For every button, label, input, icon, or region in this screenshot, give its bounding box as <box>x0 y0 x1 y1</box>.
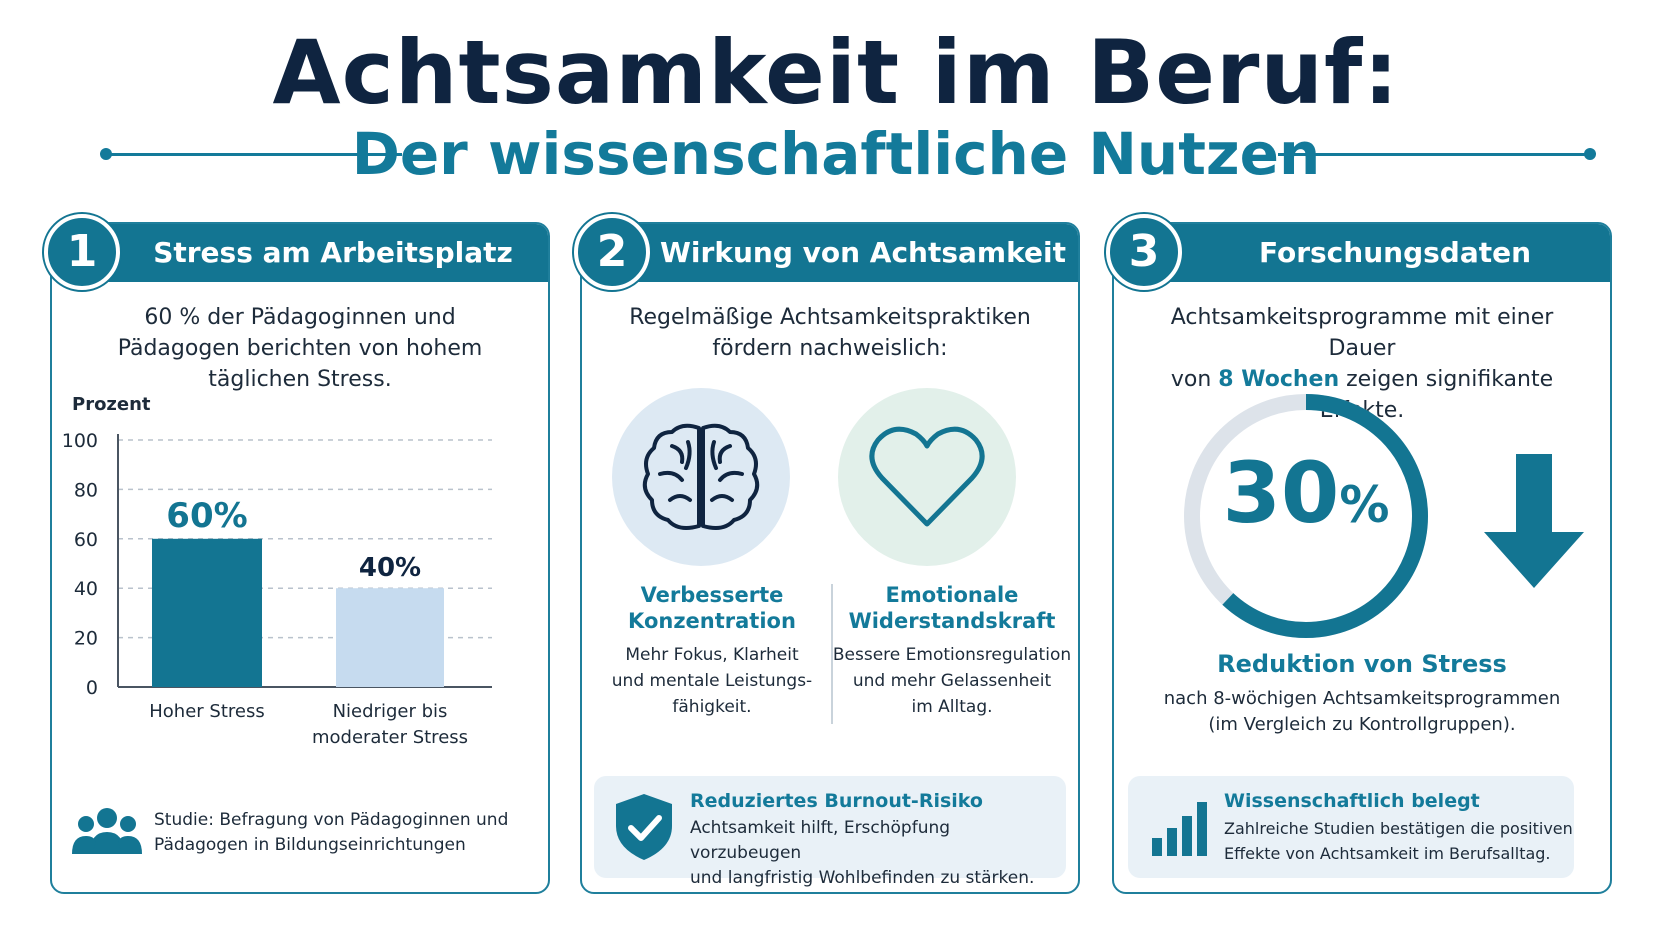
heart-icon <box>869 426 985 527</box>
brain-icon-circle <box>612 388 790 566</box>
panel-header: Wirkung von Achtsamkeit <box>608 224 1078 282</box>
decorative-line-left <box>106 153 402 156</box>
chart-ylabel: Prozent <box>72 394 151 415</box>
progress-ring-fill <box>1184 394 1428 638</box>
y-tick-label: 40 <box>74 578 98 600</box>
reduction-text-line: (im Vergleich zu Kontrollgruppen). <box>1208 714 1516 735</box>
info-box-title: Wissenschaftlich belegt <box>1224 790 1480 812</box>
panel-title: Stress am Arbeitsplatz <box>153 236 513 269</box>
shield-check-icon <box>616 794 672 860</box>
feature-title-concentration: Verbesserte Konzentration <box>592 582 832 634</box>
study-text-line: Studie: Befragung von Pädagoginnen und <box>154 810 509 830</box>
burnout-info-box: Reduziertes Burnout-Risiko Achtsamkeit h… <box>594 776 1066 888</box>
bar <box>152 538 262 687</box>
info-box-text-line: Zahlreiche Studien bestätigen die positi… <box>1224 819 1573 838</box>
feature-title-line: Verbesserte <box>640 583 784 607</box>
feature-title-line: Emotionale <box>885 583 1019 607</box>
y-tick-label: 80 <box>74 479 98 501</box>
intro-line: fördern nachweislich: <box>712 336 948 361</box>
reduction-title: Reduktion von Stress <box>1217 650 1507 678</box>
panel-intro-text: 60 % der Pädagoginnen und Pädagogen beri… <box>117 305 483 392</box>
y-tick-label: 0 <box>86 677 98 699</box>
bar-chart: 0 20 40 60 80 100 60% Hoher Stress 40% Niedriger … <box>62 430 492 748</box>
panel-number-badge: 3 <box>1106 214 1182 290</box>
heart-icon-circle <box>838 388 1016 566</box>
intro-text-part: von <box>1170 367 1219 392</box>
study-text-line: Pädagogen in Bildungseinrichtungen <box>154 835 466 855</box>
page-subtitle: Der wissenschaftliche Nutzen <box>351 120 1321 188</box>
reduction-text-line: nach 8-wöchigen Achtsamkeitsprogrammen <box>1163 688 1561 709</box>
intro-highlight: 8 Wochen <box>1218 367 1340 392</box>
decorative-dot-right <box>1584 148 1596 160</box>
feature-text-line: im Alltag. <box>911 697 993 717</box>
panel-number-badge: 2 <box>574 214 650 290</box>
evidence-info-box: Wissenschaftlich belegt Zahlreiche Studi… <box>1128 776 1574 878</box>
percent-number: 30 <box>1222 444 1340 542</box>
y-tick-label: 60 <box>74 529 98 551</box>
bar-value-label: 60% <box>166 496 247 536</box>
feature-text-resilience: Bessere Emotionsregulation und mehr Gela… <box>832 642 1072 720</box>
people-group-icon <box>72 808 142 854</box>
panel-header: Stress am Arbeitsplatz <box>78 224 548 282</box>
x-tick-label: Hoher Stress <box>149 701 264 722</box>
feature-title-line: Widerstandskraft <box>848 609 1056 633</box>
panel-research: Forschungsdaten 3 Achtsamkeitsprogramme … <box>1106 214 1612 894</box>
intro-line: Achtsamkeitsprogramme mit einer Dauer <box>1170 305 1554 361</box>
page-title: Achtsamkeit im Beruf: <box>272 21 1400 124</box>
arrow-down-icon <box>1484 454 1584 588</box>
info-box-text: Zahlreiche Studien bestätigen die positi… <box>1224 816 1573 866</box>
bar-value-label: 40% <box>359 553 421 583</box>
feature-title-line: Konzentration <box>628 609 796 633</box>
reduction-text: nach 8-wöchigen Achtsamkeitsprogrammen (… <box>1114 686 1610 738</box>
feature-text-line: fähigkeit. <box>672 697 752 717</box>
stress-reduction-value: 30% <box>1206 444 1406 542</box>
brain-icon <box>642 423 760 530</box>
panel-stress: Stress am Arbeitsplatz 1 60 % der Pädago… <box>44 214 550 894</box>
intro-line: Regelmäßige Achtsamkeitspraktiken <box>629 305 1031 330</box>
progress-ring <box>1184 394 1428 638</box>
feature-text-line: Mehr Fokus, Klarheit <box>625 645 799 665</box>
study-text: Studie: Befragung von Pädagoginnen und P… <box>154 808 508 858</box>
x-tick-label: moderater Stress <box>312 727 468 748</box>
bar-chart-icon <box>1152 802 1207 856</box>
panel-intro-text: Regelmäßige Achtsamkeitspraktiken förder… <box>602 302 1058 364</box>
panel-title: Wirkung von Achtsamkeit <box>660 236 1066 269</box>
feature-text-line: Bessere Emotionsregulation <box>832 645 1072 665</box>
feature-divider <box>831 584 833 724</box>
info-box-text-line: und langfristig Wohlbefinden zu stärken. <box>690 868 1035 888</box>
info-box-text-line: Effekte von Achtsamkeit im Berufsalltag. <box>1224 844 1551 863</box>
info-box-title: Reduziertes Burnout-Risiko <box>690 790 983 812</box>
panel-header: Forschungsdaten <box>1140 224 1610 282</box>
panel-number-badge: 1 <box>44 214 120 290</box>
x-tick-label: Niedriger bis <box>333 701 448 722</box>
bar <box>336 588 444 687</box>
percent-sign: % <box>1339 476 1390 534</box>
decorative-line-right <box>1278 153 1590 156</box>
panel-intro-text: Achtsamkeitsprogramme mit einer Dauer vo… <box>1134 302 1590 426</box>
y-tick-label: 20 <box>74 628 98 650</box>
subtitle-row: Der wissenschaftliche Nutzen <box>0 116 1672 192</box>
feature-text-line: und mehr Gelassenheit <box>852 671 1052 691</box>
info-box-text-line: Achtsamkeit hilft, Erschöpfung vorzubeug… <box>690 818 951 863</box>
info-box-text: Achtsamkeit hilft, Erschöpfung vorzubeug… <box>690 816 1066 891</box>
y-tick-label: 100 <box>62 430 98 452</box>
feature-title-resilience: Emotionale Widerstandskraft <box>832 582 1072 634</box>
study-info: Studie: Befragung von Pädagoginnen und P… <box>72 804 528 868</box>
feature-text-line: und mentale Leistungs- <box>611 671 813 691</box>
panel-effects: Wirkung von Achtsamkeit 2 Regelmäßige Ac… <box>574 214 1080 894</box>
panel-title: Forschungsdaten <box>1258 236 1532 269</box>
feature-text-concentration: Mehr Fokus, Klarheit und mentale Leistun… <box>592 642 832 720</box>
